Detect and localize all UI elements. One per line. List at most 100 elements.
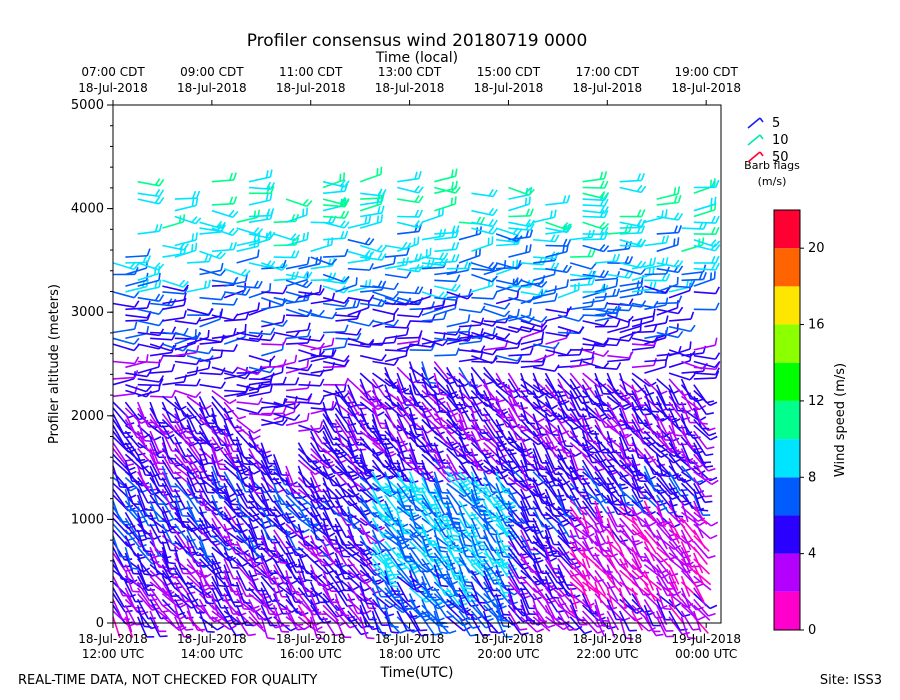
- barb-half-flag: [451, 242, 456, 250]
- barb-half-flag: [137, 452, 146, 456]
- barb-shaft: [211, 395, 227, 414]
- barb-half-flag: [171, 531, 179, 534]
- barb-half-flag: [167, 433, 175, 440]
- barb-half-flag: [154, 293, 161, 301]
- barb-half-flag: [356, 299, 361, 308]
- barb-half-flag: [290, 233, 297, 240]
- wind-barb: [273, 213, 300, 224]
- wind-barb: [211, 297, 239, 306]
- barb-half-flag: [282, 624, 290, 627]
- barb-shaft: [335, 337, 358, 341]
- wind-barb: [273, 237, 300, 247]
- barb-shaft: [211, 529, 228, 547]
- barb-half-flag: [269, 384, 273, 393]
- barb-shaft: [186, 308, 209, 316]
- barb-shaft: [273, 296, 296, 304]
- barb-shaft: [161, 413, 177, 432]
- barb-half-flag: [244, 323, 247, 332]
- barb-shaft: [260, 552, 271, 574]
- wind-barb: [261, 406, 287, 415]
- barb-shaft: [434, 354, 457, 357]
- barb-shaft: [136, 488, 147, 511]
- barb-half-flag: [488, 207, 495, 215]
- wind-barb: [235, 442, 251, 466]
- barb-shaft: [223, 453, 239, 472]
- wind-barb: [174, 197, 199, 212]
- barb-half-flag: [157, 263, 165, 271]
- barb-shaft: [285, 395, 308, 401]
- wind-barb: [236, 334, 264, 343]
- barb-shaft: [137, 366, 160, 374]
- wind-barb: [124, 436, 146, 456]
- barb-shaft: [198, 454, 207, 476]
- barb-half-flag: [281, 418, 288, 426]
- barb-half-flag: [269, 192, 273, 201]
- wind-barb: [211, 209, 239, 219]
- barb-shaft: [384, 273, 407, 279]
- barb-half-flag: [269, 555, 277, 558]
- wind-barb: [272, 610, 290, 633]
- barb-half-flag: [158, 279, 162, 288]
- barb-shaft: [112, 552, 127, 572]
- barb-shaft: [112, 343, 135, 352]
- barb-shaft: [298, 401, 321, 405]
- barb-half-flag: [307, 322, 311, 331]
- barb-shaft: [248, 471, 257, 493]
- barb-shaft: [161, 569, 176, 589]
- barb-shaft: [112, 517, 129, 535]
- barb-shaft: [347, 320, 370, 327]
- wind-barb: [248, 333, 276, 342]
- barb-half-flag: [183, 286, 189, 295]
- barb-shaft: [285, 342, 309, 345]
- barb-shaft: [261, 348, 283, 357]
- barb-shaft: [211, 604, 227, 623]
- barb-shaft: [261, 296, 283, 306]
- barb-half-flag: [168, 457, 177, 460]
- barb-shaft: [124, 500, 140, 519]
- barb-shaft: [236, 407, 259, 415]
- barb-shaft: [211, 442, 219, 465]
- barb-shaft: [149, 575, 166, 594]
- barb-shaft: [112, 378, 135, 386]
- barb-shaft: [248, 517, 258, 540]
- barb-shaft: [211, 517, 224, 538]
- wind-barb: [150, 363, 176, 374]
- barb-shaft: [161, 436, 170, 459]
- wind-barb: [186, 279, 211, 293]
- barb-half-flag: [229, 196, 234, 205]
- barb-shaft: [223, 448, 237, 468]
- barb-shaft: [124, 564, 137, 585]
- barb-shaft: [174, 407, 184, 429]
- wind-barb: [347, 279, 372, 293]
- barb-shaft: [174, 342, 196, 351]
- barb-shaft: [199, 372, 222, 376]
- barb-half-flag: [293, 402, 301, 410]
- barb-half-flag: [154, 178, 161, 186]
- barb-half-flag: [282, 314, 286, 323]
- barb-shaft: [198, 575, 208, 598]
- wind-barb: [261, 337, 288, 346]
- barb-half-flag: [393, 307, 400, 315]
- barb-half-flag: [133, 262, 140, 270]
- wind-barb: [261, 286, 288, 295]
- wind-barb: [260, 616, 275, 640]
- wind-barb: [285, 610, 306, 631]
- barb-half-flag: [182, 280, 189, 288]
- wind-barb: [322, 339, 348, 351]
- wind-barb: [174, 232, 199, 247]
- barb-shaft: [260, 471, 272, 493]
- barb-half-flag: [220, 606, 229, 609]
- wind-barb: [236, 418, 261, 434]
- barb-half-flag: [290, 533, 298, 539]
- barb-shaft: [174, 351, 197, 357]
- wind-barb: [248, 616, 266, 633]
- barb-half-flag: [209, 501, 218, 504]
- wind-barb: [273, 506, 296, 524]
- barb-shaft: [124, 529, 140, 548]
- barb-shaft: [273, 401, 295, 410]
- wind-barb: [421, 372, 436, 397]
- barb-shaft: [112, 546, 124, 568]
- barb-shaft: [136, 512, 146, 534]
- wind-barb: [310, 311, 338, 320]
- barb-shaft: [149, 465, 160, 487]
